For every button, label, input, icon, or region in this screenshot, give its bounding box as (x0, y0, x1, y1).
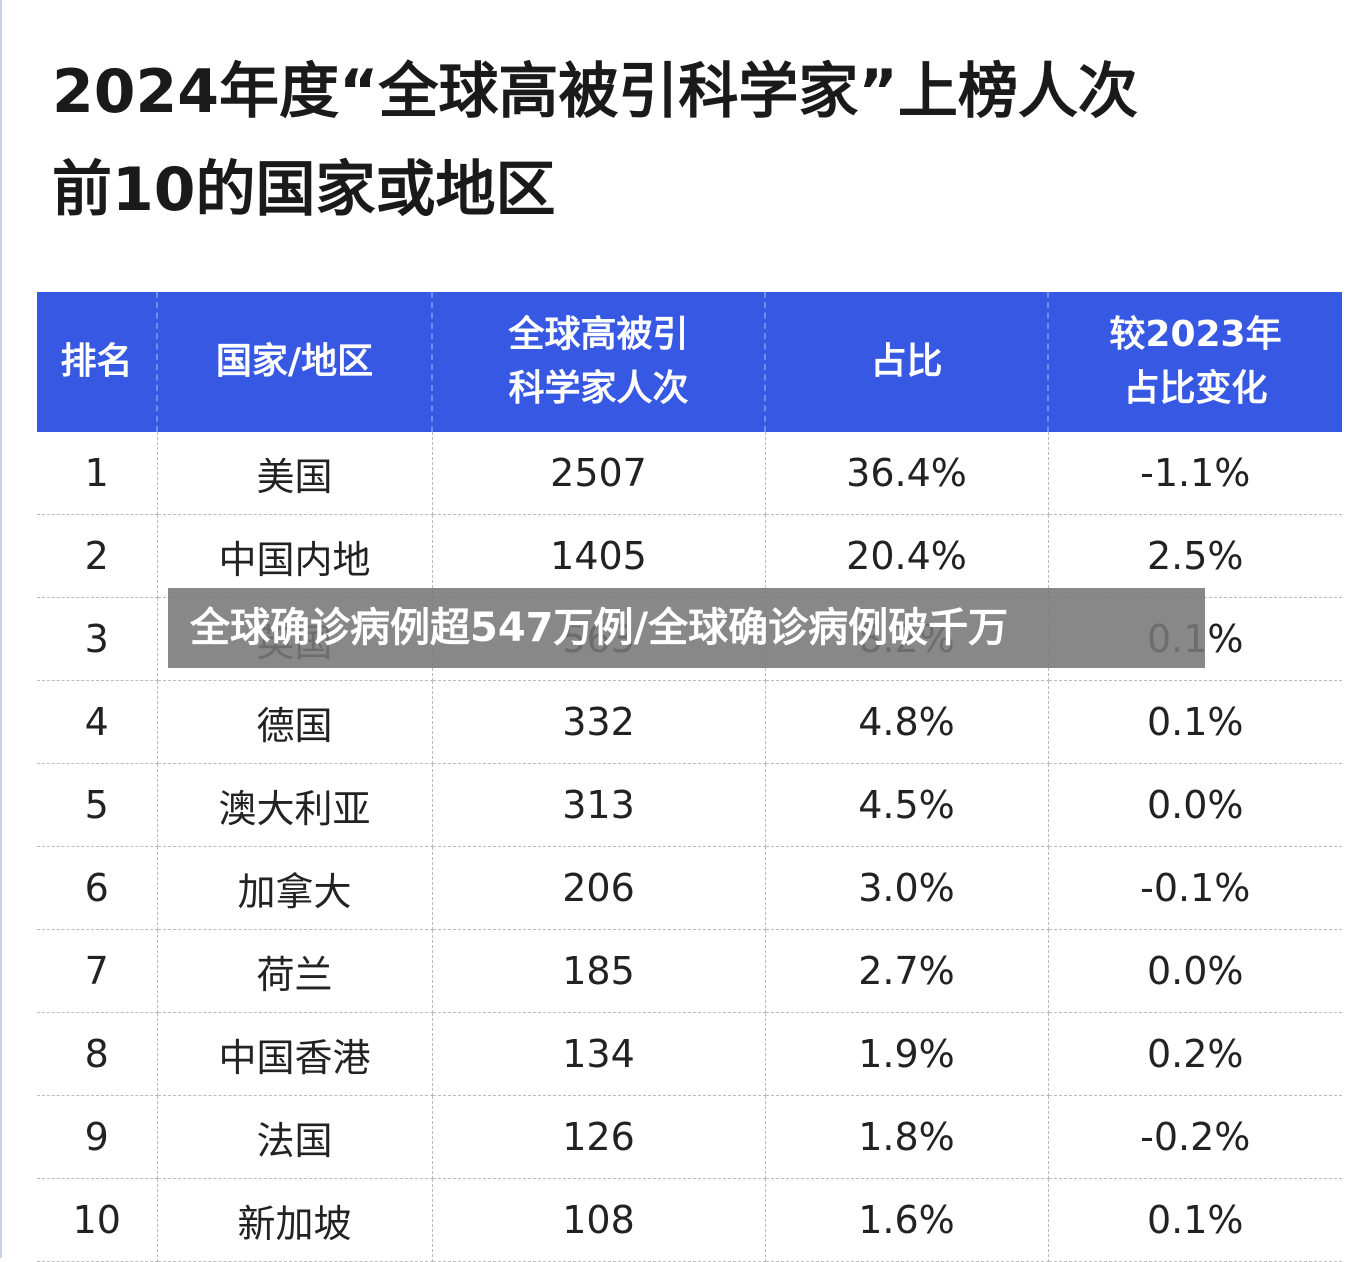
table-cell: 澳大利亚 (157, 763, 433, 847)
table-cell: 0.1% (1048, 1178, 1342, 1262)
column-header: 较2023年 占比变化 (1048, 292, 1342, 432)
table-cell: 荷兰 (157, 929, 433, 1013)
table-cell: 2.7% (765, 929, 1049, 1013)
table-cell: 185 (432, 929, 766, 1013)
table-row: 1 美国 2507 36.4% -1.1% (37, 432, 1342, 515)
table-cell: 1 (37, 432, 158, 515)
table-cell: 加拿大 (157, 846, 433, 930)
table-cell: 126 (432, 1095, 766, 1179)
table-row: 10 新加坡 108 1.6% 0.1% (37, 1178, 1342, 1262)
header-line: 占比变化 (1123, 368, 1268, 409)
table-cell: 4.5% (765, 763, 1049, 847)
table-cell: 法国 (157, 1095, 433, 1179)
table-cell: 134 (432, 1012, 766, 1096)
table-cell: 1.8% (765, 1095, 1049, 1179)
overlay-banner: 全球确诊病例超547万例/全球确诊病例破千万 (168, 588, 1205, 668)
table-cell: -0.2% (1048, 1095, 1342, 1179)
header-line: 科学家人次 (508, 368, 689, 409)
table-cell: 新加坡 (157, 1178, 433, 1262)
table-cell: 4 (37, 680, 158, 764)
title-line: 2024年度“全球高被引科学家”上榜人次 (52, 57, 1138, 127)
table-cell: 10 (37, 1178, 158, 1262)
table-cell: 36.4% (765, 432, 1049, 515)
table-cell: 1405 (432, 514, 766, 598)
table-cell: 3.0% (765, 846, 1049, 930)
table-cell: 德国 (157, 680, 433, 764)
table-cell: 0.0% (1048, 763, 1342, 847)
table-cell: 1.9% (765, 1012, 1049, 1096)
table-row: 5 澳大利亚 313 4.5% 0.0% (37, 763, 1342, 847)
column-header: 全球高被引科学家人次 (432, 292, 766, 432)
table-cell: 313 (432, 763, 766, 847)
table-cell: 中国香港 (157, 1012, 433, 1096)
column-header: 占比 (765, 292, 1049, 432)
table-cell: 332 (432, 680, 766, 764)
table-cell: -0.1% (1048, 846, 1342, 930)
table-row: 8 中国香港 134 1.9% 0.2% (37, 1012, 1342, 1096)
table-row: 9 法国 126 1.8% -0.2% (37, 1095, 1342, 1179)
table-cell: 5 (37, 763, 158, 847)
table-row: 6 加拿大 206 3.0% -0.1% (37, 846, 1342, 930)
column-header: 排名 (37, 292, 158, 432)
table-cell: 0.1% (1048, 680, 1342, 764)
table-cell: 108 (432, 1178, 766, 1262)
table-cell: 0.2% (1048, 1012, 1342, 1096)
table-cell: 20.4% (765, 514, 1049, 598)
table-cell: 7 (37, 929, 158, 1013)
table-cell: 2 (37, 514, 158, 598)
table-cell: 2.5% (1048, 514, 1342, 598)
table-cell: 1.6% (765, 1178, 1049, 1262)
table-cell: 8 (37, 1012, 158, 1096)
table-cell: 0.0% (1048, 929, 1342, 1013)
table-row: 7 荷兰 185 2.7% 0.0% (37, 929, 1342, 1013)
header-line: 国家/地区 (215, 341, 374, 382)
table-cell: 2507 (432, 432, 766, 515)
table-body: 1美国250736.4%-1.1%2中国内地140520.4%2.5%3英国56… (37, 432, 1342, 1262)
header-line: 全球高被引 (508, 314, 689, 355)
table-row: 2 中国内地 1405 20.4% 2.5% (37, 514, 1342, 598)
header-line: 排名 (60, 341, 133, 382)
table-cell: -1.1% (1048, 432, 1342, 515)
table-cell: 206 (432, 846, 766, 930)
table-row: 4 德国 332 4.8% 0.1% (37, 680, 1342, 764)
table-cell: 3 (37, 597, 158, 681)
table-cell: 6 (37, 846, 158, 930)
table-cell: 中国内地 (157, 514, 433, 598)
column-header: 国家/地区 (157, 292, 433, 432)
ranking-table: 排名 国家/地区 全球高被引科学家人次 占比 较2023年 占比变化 1 美国 2507 36.… (37, 292, 1342, 1262)
title-line: 前10的国家或地区 (52, 155, 556, 225)
table-cell: 4.8% (765, 680, 1049, 764)
table-cell: 9 (37, 1095, 158, 1179)
header-line: 较2023年 (1109, 314, 1282, 355)
header-row: 排名 国家/地区 全球高被引科学家人次 占比 较2023年 占比变化 (37, 292, 1342, 432)
header-line: 占比 (870, 341, 943, 382)
table-cell: 美国 (157, 432, 433, 515)
